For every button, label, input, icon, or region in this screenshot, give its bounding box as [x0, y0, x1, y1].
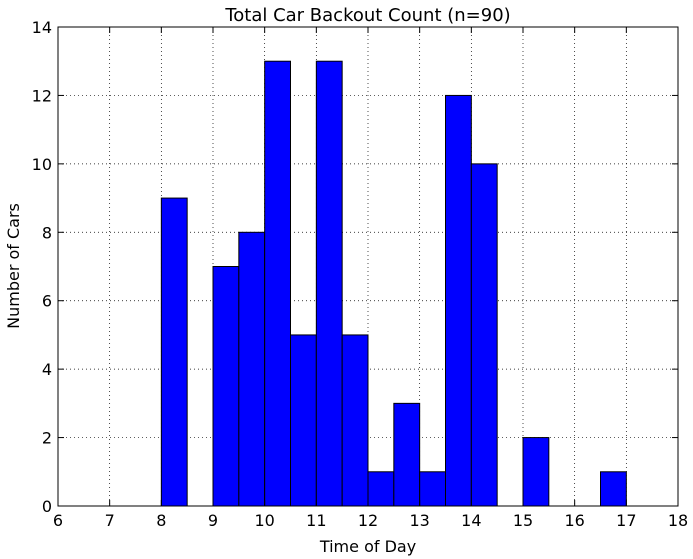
histogram-bar: [290, 334, 317, 507]
y-tick-label: 6: [42, 292, 52, 311]
histogram-bar: [238, 231, 266, 507]
x-tick-label: 9: [208, 511, 218, 530]
y-tick-label: 12: [32, 86, 52, 105]
y-tick-label: 10: [32, 155, 52, 174]
histogram-bar: [393, 402, 421, 507]
x-tick-label: 10: [254, 511, 274, 530]
histogram-bar: [341, 334, 369, 507]
histogram-bar: [419, 471, 446, 507]
x-tick-label: 11: [306, 511, 326, 530]
histogram-bar: [445, 94, 472, 507]
x-tick-label: 6: [53, 511, 63, 530]
y-tick-label: 14: [32, 18, 52, 37]
x-tick-label: 18: [668, 511, 688, 530]
x-tick-label: 8: [156, 511, 166, 530]
histogram-bar: [600, 471, 627, 507]
histogram-bar: [264, 60, 291, 507]
x-axis-label: Time of Day: [319, 537, 416, 556]
grid-lines: [58, 27, 678, 506]
x-tick-label: 16: [564, 511, 584, 530]
y-tick-label: 2: [42, 429, 52, 448]
x-tick-label: 13: [409, 511, 429, 530]
axis-ticks: [57, 26, 679, 507]
x-tick-label: 12: [358, 511, 378, 530]
x-tick-label: 17: [616, 511, 636, 530]
y-axis-label: Number of Cars: [4, 203, 23, 329]
bars: [160, 60, 627, 507]
histogram-bar: [315, 60, 343, 507]
x-tick-label: 14: [461, 511, 481, 530]
y-tick-label: 0: [42, 497, 52, 516]
x-tick-label: 7: [105, 511, 115, 530]
x-tick-labels: 6 7 8 9 10 11 12 13 14 15 16 17 18: [53, 511, 688, 530]
histogram-bar: [470, 163, 498, 507]
x-tick-label: 15: [513, 511, 533, 530]
histogram-bar: [522, 437, 550, 507]
histogram-bar: [160, 197, 188, 507]
y-tick-labels: 0 2 4 6 8 10 12 14: [32, 18, 52, 516]
chart-title: Total Car Backout Count (n=90): [224, 5, 510, 26]
y-tick-label: 8: [42, 223, 52, 242]
histogram-bar: [367, 471, 395, 507]
histogram-bar: [212, 266, 240, 507]
y-tick-label: 4: [42, 360, 52, 379]
